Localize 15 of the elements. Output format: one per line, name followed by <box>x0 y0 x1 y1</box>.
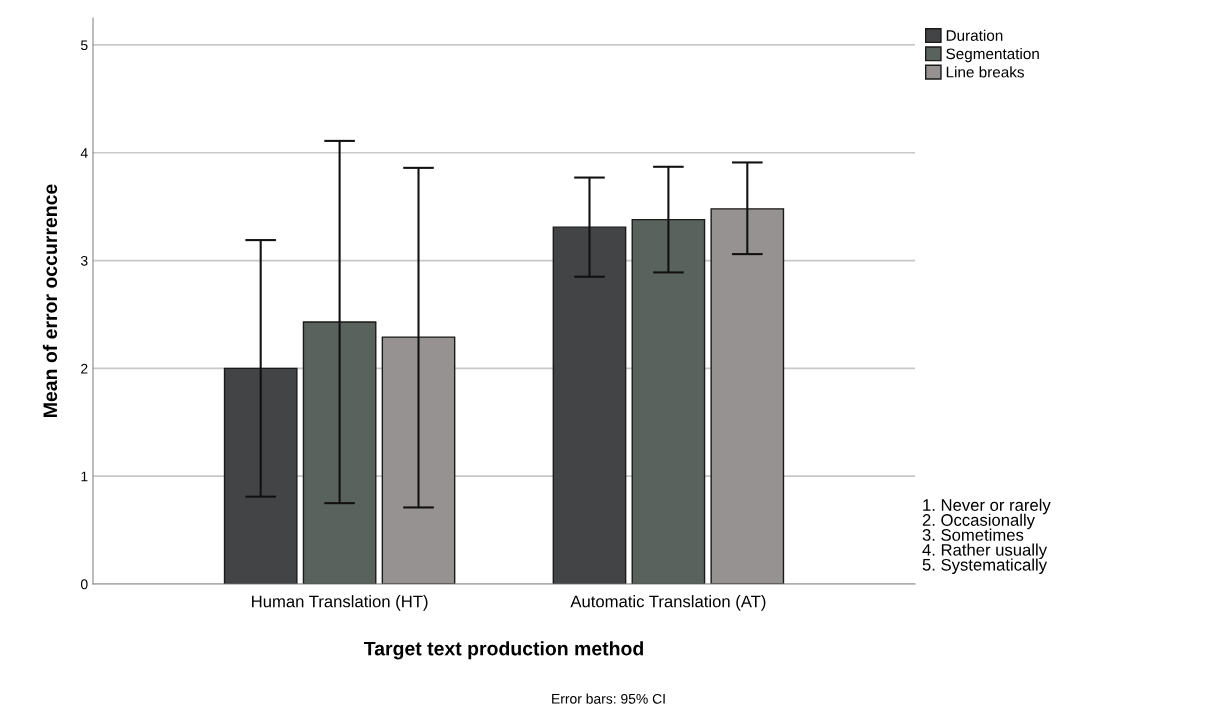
y-tick-label: 1 <box>81 471 88 482</box>
x-axis-title: Target text production method <box>363 641 643 660</box>
text: 1. Never or rarely 2. Occasionally 3. Sometimes 4. Rather usually 5. Systematically <box>922 498 1051 574</box>
y-tick-label: 4 <box>80 148 88 158</box>
legend-label: Duration <box>946 29 1003 41</box>
y-axis-title: Mean of error occurrence <box>42 184 58 417</box>
x-tick-label: Automatic Translation (AT) <box>570 595 766 611</box>
legend-label: Line breaks <box>946 66 1024 78</box>
text: Error bars: 95% CI <box>552 693 665 704</box>
y-tick-label: 0 <box>80 579 88 590</box>
y-tick-label: 2 <box>81 363 88 374</box>
y-tick-label: 3 <box>80 255 88 266</box>
x-tick-label: Human Translation (HT) <box>252 595 428 611</box>
y-tick-label: 5 <box>80 40 88 51</box>
legend-label: Segmentation <box>946 47 1039 63</box>
